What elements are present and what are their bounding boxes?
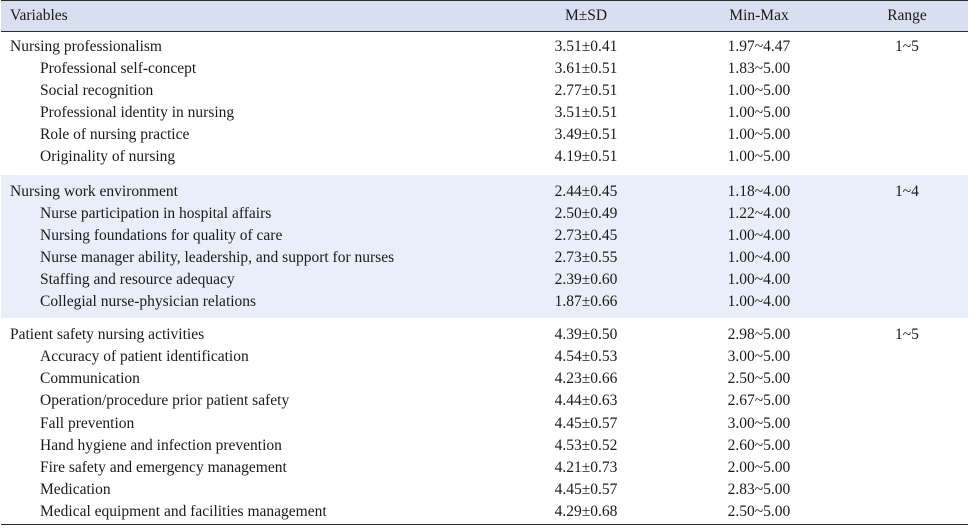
minmax-value: 1.97~4.47 bbox=[727, 38, 791, 55]
item-label: Fall prevention bbox=[40, 414, 135, 432]
item-label: Collegial nurse-physician relations bbox=[40, 293, 257, 311]
group-nursing-professionalism: Nursing professionalism 3.51±0.41 1.97~4… bbox=[1, 32, 968, 175]
minmax-value: 2.83~5.00 bbox=[727, 480, 791, 498]
table-row: Operation/procedure prior patient safety… bbox=[1, 390, 968, 412]
item-label: Nurse manager ability, leadership, and s… bbox=[40, 248, 395, 266]
minmax-value: 2.67~5.00 bbox=[727, 392, 791, 410]
msd-value: 2.50±0.49 bbox=[554, 204, 618, 222]
header-msd: M±SD bbox=[564, 7, 608, 24]
item-label: Social recognition bbox=[40, 82, 154, 100]
minmax-value: 2.98~5.00 bbox=[727, 326, 791, 344]
minmax-value: 1.83~5.00 bbox=[727, 60, 791, 78]
group-patient-safety-nursing-activities: Patient safety nursing activities 4.39±0… bbox=[1, 318, 968, 525]
table-row: Communication 4.23±0.66 2.50~5.00 bbox=[1, 368, 968, 390]
item-label: Professional self-concept bbox=[40, 60, 197, 78]
minmax-value: 1.22~4.00 bbox=[727, 204, 791, 222]
table-row: Nurse manager ability, leadership, and s… bbox=[1, 247, 968, 269]
table-row: Fall prevention 4.45±0.57 3.00~5.00 bbox=[1, 413, 968, 435]
table-row: Nursing work environment 2.44±0.45 1.18~… bbox=[1, 181, 968, 203]
table-row: Collegial nurse-physician relations 1.87… bbox=[1, 291, 968, 313]
minmax-value: 1.00~5.00 bbox=[727, 126, 791, 144]
msd-value: 4.45±0.57 bbox=[554, 480, 618, 498]
table-row: Nursing foundations for quality of care … bbox=[1, 225, 968, 247]
msd-value: 4.39±0.50 bbox=[554, 326, 618, 344]
minmax-value: 1.00~5.00 bbox=[727, 82, 791, 100]
header-range: Range bbox=[887, 7, 927, 24]
item-label: Accuracy of patient identification bbox=[40, 348, 249, 366]
item-label: Communication bbox=[40, 370, 140, 388]
item-label: Operation/procedure prior patient safety bbox=[40, 392, 290, 410]
range-value: 1~5 bbox=[895, 38, 919, 55]
table-row: Social recognition 2.77±0.51 1.00~5.00 bbox=[1, 80, 968, 102]
header-minmax: Min-Max bbox=[729, 7, 789, 24]
table-row: Medical equipment and facilities managem… bbox=[1, 501, 968, 523]
item-label: Hand hygiene and infection prevention bbox=[40, 436, 282, 454]
group-title: Patient safety nursing activities bbox=[10, 326, 205, 344]
table-row: Role of nursing practice 3.49±0.51 1.00~… bbox=[1, 124, 968, 146]
table-row: Patient safety nursing activities 4.39±0… bbox=[1, 324, 968, 346]
msd-value: 2.39±0.60 bbox=[554, 270, 618, 288]
table-header: Variables M±SD Min-Max Range bbox=[1, 0, 968, 32]
header-variables: Variables bbox=[10, 7, 68, 24]
msd-value: 4.19±0.51 bbox=[554, 148, 618, 166]
item-label: Staffing and resource adequacy bbox=[40, 270, 235, 288]
table-row: Originality of nursing 4.19±0.51 1.00~5.… bbox=[1, 146, 968, 168]
group-nursing-work-environment: Nursing work environment 2.44±0.45 1.18~… bbox=[1, 174, 968, 319]
item-label: Medical equipment and facilities managem… bbox=[40, 502, 327, 520]
table-row: Accuracy of patient identification 4.54±… bbox=[1, 346, 968, 368]
table-row: Medication 4.45±0.57 2.83~5.00 bbox=[1, 479, 968, 501]
table-row: Professional self-concept 3.61±0.51 1.83… bbox=[1, 58, 968, 80]
minmax-value: 1.00~4.00 bbox=[727, 270, 791, 288]
minmax-value: 2.50~5.00 bbox=[727, 370, 791, 388]
minmax-value: 1.00~5.00 bbox=[727, 148, 791, 166]
msd-value: 4.53±0.52 bbox=[554, 436, 618, 454]
minmax-value: 3.00~5.00 bbox=[727, 348, 791, 366]
table-row: Fire safety and emergency management 4.2… bbox=[1, 457, 968, 479]
msd-value: 3.51±0.41 bbox=[554, 38, 618, 55]
msd-value: 2.73±0.55 bbox=[554, 248, 618, 266]
item-label: Medication bbox=[40, 480, 111, 498]
group-title: Nursing work environment bbox=[10, 182, 178, 200]
table-row: Staffing and resource adequacy 2.39±0.60… bbox=[1, 269, 968, 291]
item-label: Originality of nursing bbox=[40, 148, 176, 166]
minmax-value: 2.60~5.00 bbox=[727, 436, 791, 454]
table-row: Hand hygiene and infection prevention 4.… bbox=[1, 435, 968, 457]
table-row: Nursing professionalism 3.51±0.41 1.97~4… bbox=[1, 36, 968, 58]
msd-value: 2.77±0.51 bbox=[554, 82, 618, 100]
msd-value: 2.44±0.45 bbox=[554, 182, 618, 200]
msd-value: 1.87±0.66 bbox=[554, 293, 618, 311]
msd-value: 3.49±0.51 bbox=[554, 126, 618, 144]
msd-value: 4.29±0.68 bbox=[554, 502, 618, 520]
item-label: Fire safety and emergency management bbox=[40, 458, 287, 476]
msd-value: 3.51±0.51 bbox=[554, 104, 618, 122]
msd-value: 4.23±0.66 bbox=[554, 370, 618, 388]
minmax-value: 2.00~5.00 bbox=[727, 458, 791, 476]
msd-value: 4.44±0.63 bbox=[554, 392, 618, 410]
group-title: Nursing professionalism bbox=[10, 38, 162, 55]
table-row: Professional identity in nursing 3.51±0.… bbox=[1, 102, 968, 124]
minmax-value: 1.00~4.00 bbox=[727, 226, 791, 244]
minmax-value: 1.00~5.00 bbox=[727, 104, 791, 122]
item-label: Nurse participation in hospital affairs bbox=[40, 204, 272, 222]
msd-value: 3.61±0.51 bbox=[554, 60, 618, 78]
minmax-value: 3.00~5.00 bbox=[727, 414, 791, 432]
item-label: Professional identity in nursing bbox=[40, 104, 235, 122]
item-label: Role of nursing practice bbox=[40, 126, 190, 144]
table-row: Nurse participation in hospital affairs … bbox=[1, 203, 968, 225]
item-label: Nursing foundations for quality of care bbox=[40, 226, 283, 244]
msd-value: 4.45±0.57 bbox=[554, 414, 618, 432]
minmax-value: 1.00~4.00 bbox=[727, 248, 791, 266]
msd-value: 4.21±0.73 bbox=[554, 458, 618, 476]
range-value: 1~4 bbox=[895, 182, 919, 200]
range-value: 1~5 bbox=[895, 326, 919, 344]
msd-value: 4.54±0.53 bbox=[554, 348, 618, 366]
minmax-value: 2.50~5.00 bbox=[727, 502, 791, 520]
minmax-value: 1.00~4.00 bbox=[727, 293, 791, 311]
msd-value: 2.73±0.45 bbox=[554, 226, 618, 244]
minmax-value: 1.18~4.00 bbox=[727, 182, 791, 200]
